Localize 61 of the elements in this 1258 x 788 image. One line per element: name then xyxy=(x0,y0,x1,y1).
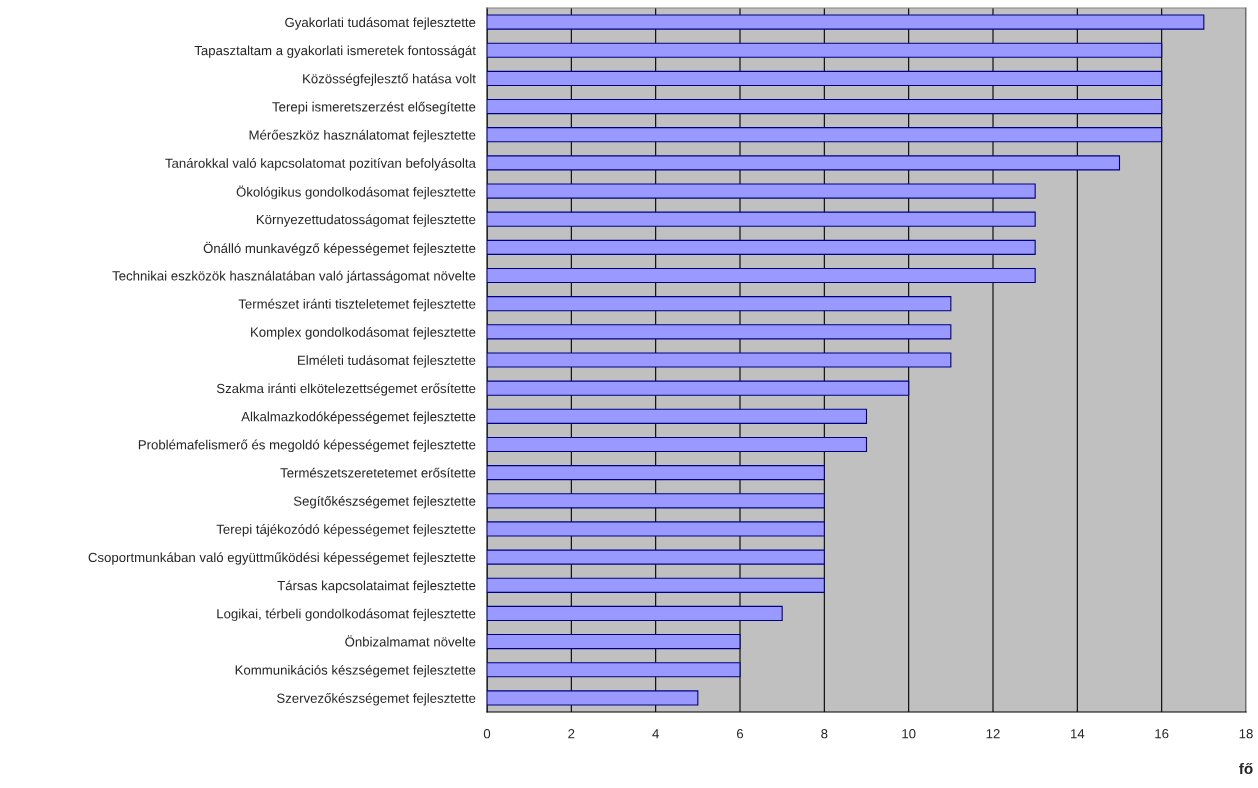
y-tick-label: Ökológikus gondolkodásomat fejlesztette xyxy=(236,185,476,200)
bar xyxy=(487,380,910,396)
x-tick-label: 16 xyxy=(1155,729,1169,739)
bar xyxy=(487,98,1163,115)
x-tick-label: 8 xyxy=(821,729,828,739)
y-tick-label: Terepi tájékozódó képességemet fejlesztette xyxy=(216,524,476,537)
y-tick-label: Mérőeszköz használatomat fejlesztette xyxy=(249,129,476,143)
bar xyxy=(487,408,868,424)
x-tick-label: 0 xyxy=(483,729,491,739)
bar xyxy=(487,352,952,368)
y-tick-label: Komplex gondolkodásomat fejlesztette xyxy=(251,326,476,340)
x-tick-label: 4 xyxy=(652,729,659,739)
y-tick-label: Természet iránti tiszteletemet fejlesztette xyxy=(238,298,476,312)
bar xyxy=(487,662,741,678)
bar xyxy=(487,70,1163,86)
y-tick-label: Önálló munkavégző képességemet fejlesztette xyxy=(203,241,476,256)
bar xyxy=(487,183,1036,199)
bar xyxy=(487,239,1036,255)
x-tick-label: 18 xyxy=(1239,729,1253,739)
bar xyxy=(487,127,1163,143)
x-tick-label: 6 xyxy=(737,729,744,739)
bar xyxy=(487,549,825,565)
bar xyxy=(487,267,1036,284)
y-tick-label: Kommunikációs készségemet fejlesztette xyxy=(235,664,476,678)
y-tick-label: Logikai, térbeli gondolkodásomat fejlesztette xyxy=(217,608,476,622)
bar xyxy=(487,42,1163,58)
y-tick-label: Alkalmazkodóképességemet fejlesztette xyxy=(241,411,476,424)
x-tick-label: 2 xyxy=(568,729,575,739)
bar xyxy=(487,155,1121,171)
y-tick-label: Szakma iránti elkötelezettségemet erősítette xyxy=(216,383,476,396)
bar xyxy=(487,605,783,622)
bar xyxy=(487,436,868,453)
bar xyxy=(487,493,825,509)
y-tick-label: Segítőkészségemet fejlesztette xyxy=(293,495,476,509)
x-tick-label: 10 xyxy=(902,729,916,739)
x-tick-label: 12 xyxy=(986,729,1000,739)
bar xyxy=(487,634,741,650)
y-tick-label: Problémafelismerő és megoldó képességemet fejlesztette xyxy=(138,439,476,453)
y-tick-label: Tapasztaltam a gyakorlati ismeretek fontosságát xyxy=(194,45,476,58)
y-tick-label: Természetszeretetemet erősítette xyxy=(280,467,476,478)
bar xyxy=(487,296,952,312)
bar xyxy=(487,14,1205,30)
bar xyxy=(487,324,952,340)
y-tick-label: Tanárokkal való kapcsolatomat pozitívan befolyásolta xyxy=(165,158,476,171)
y-tick-label: Közösségfejlesztő hatása volt xyxy=(303,73,476,86)
bar xyxy=(487,577,825,593)
y-tick-label: Technikai eszközök használatában való jártasságomat növelte xyxy=(112,270,476,284)
y-tick-label: Szervezőkészségemet fejlesztette xyxy=(277,693,476,706)
bar xyxy=(487,465,825,481)
y-tick-label: Környezettudatosságomat fejlesztette xyxy=(256,214,476,227)
bar xyxy=(487,690,699,706)
y-tick-label: Elméleti tudásomat fejlesztette xyxy=(298,355,476,368)
bar xyxy=(487,521,825,537)
bar xyxy=(487,211,1036,227)
x-axis-title: fő xyxy=(1239,762,1253,775)
y-tick-label: Önbizalmamat növelte xyxy=(345,635,476,647)
y-tick-label: Gyakorlati tudásomat fejlesztette xyxy=(285,17,476,30)
y-tick-label: Csoportmunkában való együttműködési képességemet fejlesztette xyxy=(88,552,476,565)
x-tick-label: 14 xyxy=(1071,729,1085,739)
y-tick-label: Terepi ismeretszerzést elősegítette xyxy=(272,101,476,115)
y-tick-label: Társas kapcsolataimat fejlesztette xyxy=(277,580,476,593)
